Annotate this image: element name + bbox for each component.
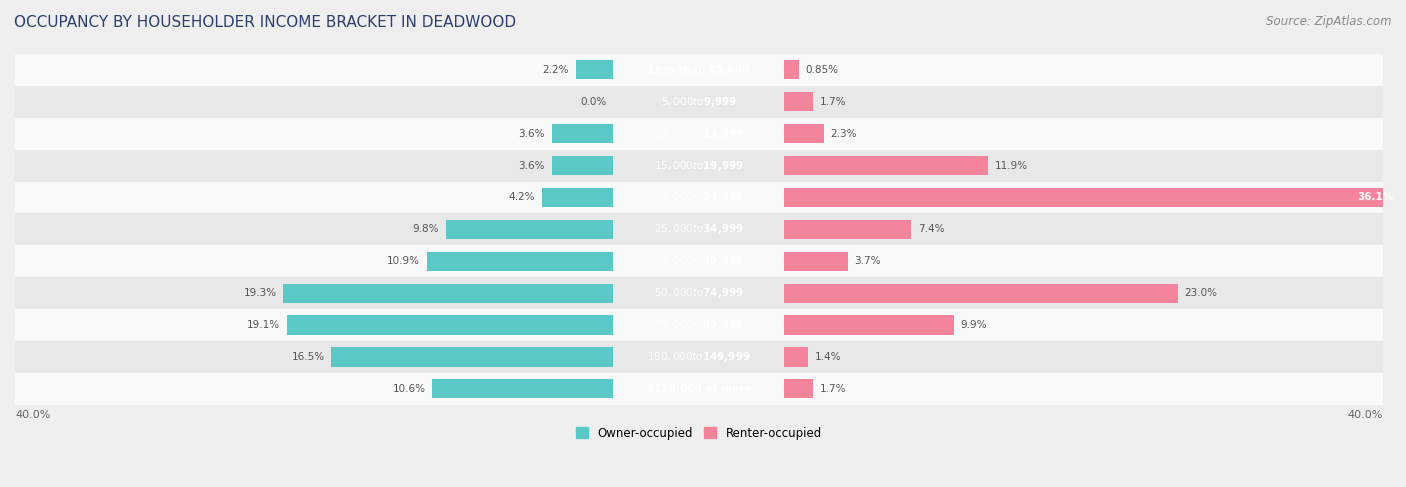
Bar [15, 373, 1384, 405]
Text: 40.0%: 40.0% [1347, 410, 1384, 420]
Bar [785, 347, 808, 367]
Bar [15, 118, 1384, 150]
Text: $5,000 to $9,999: $5,000 to $9,999 [661, 95, 737, 109]
Text: $20,000 to $24,999: $20,000 to $24,999 [654, 190, 744, 205]
Bar [15, 150, 1384, 182]
Text: 0.0%: 0.0% [581, 97, 606, 107]
Text: 1.4%: 1.4% [815, 352, 842, 362]
Text: 10.6%: 10.6% [392, 384, 426, 394]
Bar [785, 60, 799, 79]
Text: 0.85%: 0.85% [806, 65, 839, 75]
Text: $35,000 to $49,999: $35,000 to $49,999 [654, 254, 744, 268]
Text: 16.5%: 16.5% [291, 352, 325, 362]
Text: 3.6%: 3.6% [519, 129, 546, 139]
Bar [541, 188, 613, 207]
Bar [785, 92, 814, 112]
Bar [15, 54, 1384, 86]
Bar [785, 252, 848, 271]
Bar [432, 379, 613, 398]
Bar [15, 86, 1384, 118]
Bar [15, 245, 1384, 277]
Text: 40.0%: 40.0% [15, 410, 51, 420]
Text: OCCUPANCY BY HOUSEHOLDER INCOME BRACKET IN DEADWOOD: OCCUPANCY BY HOUSEHOLDER INCOME BRACKET … [14, 15, 516, 30]
Bar [785, 124, 824, 143]
Text: $25,000 to $34,999: $25,000 to $34,999 [654, 223, 744, 236]
Bar [785, 316, 953, 335]
Bar [576, 60, 613, 79]
Text: $100,000 to $149,999: $100,000 to $149,999 [647, 350, 751, 364]
Text: 3.7%: 3.7% [855, 256, 882, 266]
Bar [15, 182, 1384, 213]
Bar [15, 341, 1384, 373]
Bar [15, 213, 1384, 245]
Text: 19.3%: 19.3% [243, 288, 277, 298]
Text: 36.1%: 36.1% [1357, 192, 1393, 203]
Text: 2.3%: 2.3% [831, 129, 858, 139]
Bar [785, 188, 1402, 207]
Bar [553, 124, 613, 143]
Text: 1.7%: 1.7% [820, 384, 846, 394]
Text: $10,000 to $14,999: $10,000 to $14,999 [654, 127, 744, 141]
Bar [332, 347, 613, 367]
Text: 9.8%: 9.8% [412, 225, 439, 234]
Text: 4.2%: 4.2% [509, 192, 534, 203]
Text: 3.6%: 3.6% [519, 161, 546, 170]
Legend: Owner-occupied, Renter-occupied: Owner-occupied, Renter-occupied [571, 422, 827, 445]
Bar [284, 283, 613, 303]
Bar [785, 283, 1178, 303]
Bar [446, 220, 613, 239]
Text: 23.0%: 23.0% [1184, 288, 1218, 298]
Bar [785, 379, 814, 398]
Bar [287, 316, 613, 335]
Bar [427, 252, 613, 271]
Text: 9.9%: 9.9% [960, 320, 987, 330]
Bar [785, 220, 911, 239]
Text: $75,000 to $99,999: $75,000 to $99,999 [654, 318, 744, 332]
Text: 7.4%: 7.4% [918, 225, 945, 234]
Text: $150,000 or more: $150,000 or more [647, 384, 751, 394]
Bar [15, 309, 1384, 341]
Bar [553, 156, 613, 175]
Text: 1.7%: 1.7% [820, 97, 846, 107]
Text: $50,000 to $74,999: $50,000 to $74,999 [654, 286, 744, 300]
Text: Source: ZipAtlas.com: Source: ZipAtlas.com [1267, 15, 1392, 28]
Text: 2.2%: 2.2% [543, 65, 569, 75]
Text: 19.1%: 19.1% [247, 320, 280, 330]
Bar [15, 277, 1384, 309]
Text: 10.9%: 10.9% [387, 256, 420, 266]
Text: 11.9%: 11.9% [994, 161, 1028, 170]
Text: $15,000 to $19,999: $15,000 to $19,999 [654, 159, 744, 172]
Bar [785, 156, 988, 175]
Text: Less than $5,000: Less than $5,000 [648, 65, 749, 75]
